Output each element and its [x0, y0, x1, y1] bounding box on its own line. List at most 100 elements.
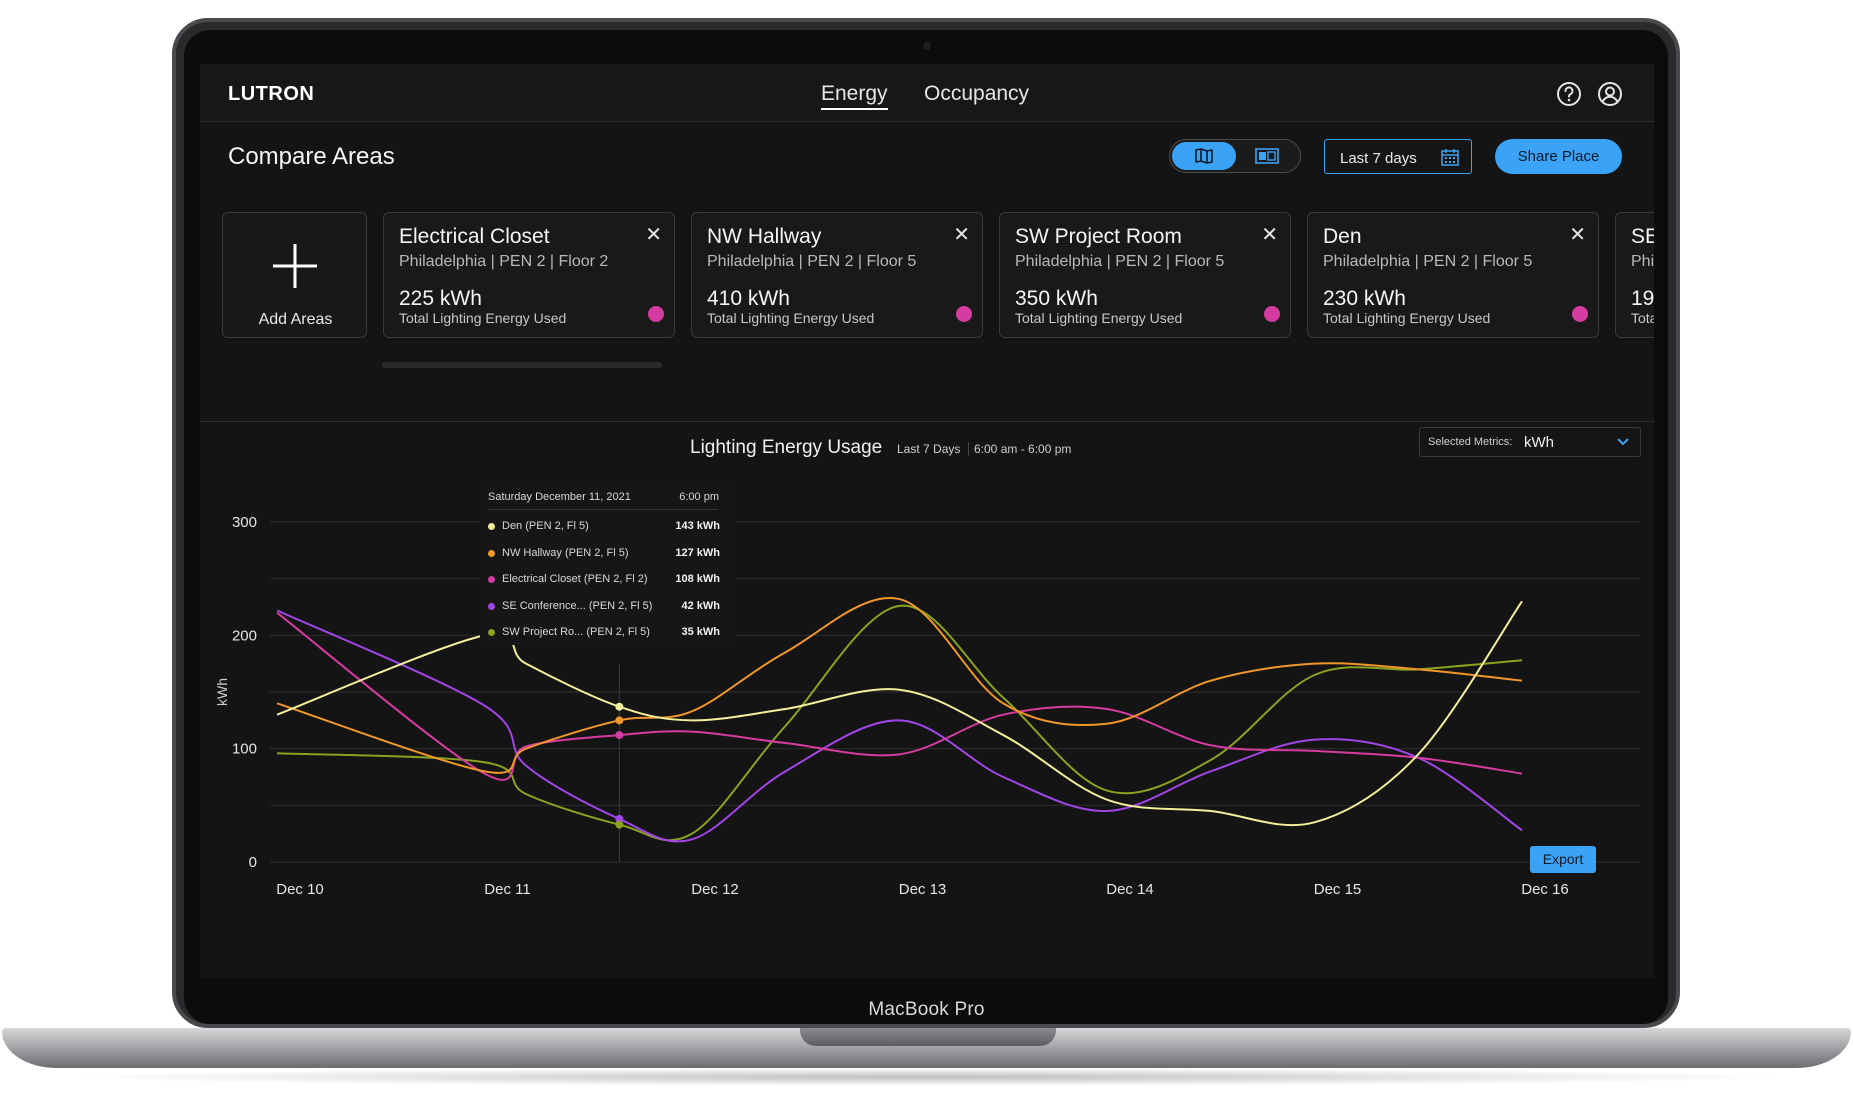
close-icon[interactable]: ✕ — [953, 224, 970, 246]
card-energy-caption: Total Lighting Energy Used — [399, 310, 567, 326]
brand-logo: LUTRON — [228, 83, 315, 105]
tooltip-row: NW Hallway (PEN 2, Fl 5) 127 kWh — [488, 547, 720, 561]
add-areas-card[interactable]: Add Areas — [222, 212, 367, 338]
plus-icon — [273, 244, 317, 288]
series-line — [276, 604, 1523, 842]
card-location: Philadelphia | PEN 2 | Floor 5 — [1323, 253, 1533, 270]
date-range-label: Last 7 days — [1340, 150, 1417, 167]
y-tick-label: 300 — [232, 514, 257, 531]
calendar-icon — [1441, 149, 1459, 166]
chart-title: Lighting Energy Usage — [690, 437, 883, 458]
x-tick-label: Dec 11 — [484, 881, 530, 898]
card-energy-value: 230 kWh — [1323, 287, 1406, 310]
x-tick-label: Dec 13 — [899, 881, 947, 898]
y-tick-label: 0 — [249, 854, 257, 871]
compare-view-button[interactable] — [1236, 142, 1298, 170]
add-areas-label: Add Areas — [258, 311, 333, 328]
tooltip-series-name: SW Project Ro... (PEN 2, Fl 5) — [502, 626, 650, 638]
map-view-button[interactable] — [1172, 142, 1236, 170]
card-location: Philadelphia | PEN 2 | Floor 2 — [399, 253, 609, 270]
series-swatch — [488, 576, 495, 583]
series-swatch — [488, 523, 495, 530]
card-energy-caption: Total Lighting Energy Used — [1015, 310, 1183, 326]
help-icon[interactable] — [1556, 81, 1582, 107]
series-swatch — [488, 602, 495, 610]
area-card[interactable]: SW Project Room Philadelphia | PEN 2 | Fl… — [999, 212, 1291, 338]
tooltip-date: Saturday December 11, 2021 — [488, 491, 631, 503]
tab-occupancy[interactable]: Occupancy — [924, 82, 1030, 105]
metric-select-value: kWh — [1524, 434, 1554, 451]
y-tick-label: 200 — [232, 627, 257, 644]
data-point — [615, 702, 624, 711]
app-screen: LUTRON Energy Occupancy Compare Areas — [200, 64, 1654, 978]
export-button[interactable]: Export — [1530, 846, 1596, 873]
tooltip-series-name: NW Hallway (PEN 2, Fl 5) — [502, 546, 629, 559]
card-title: SE — [1631, 225, 1654, 248]
close-icon[interactable]: ✕ — [1569, 224, 1586, 246]
tooltip-row: SE Conference... (PEN 2, Fl 5) 42 kWh — [488, 600, 720, 614]
close-icon[interactable]: ✕ — [645, 224, 662, 246]
card-energy-value: 225 kWh — [399, 287, 482, 310]
view-toggle — [1169, 139, 1301, 173]
area-color-dot — [956, 306, 972, 322]
top-bar: LUTRON Energy Occupancy — [200, 64, 1654, 122]
x-tick-label: Dec 16 — [1521, 881, 1569, 898]
card-energy-value: 410 kWh — [707, 287, 790, 310]
card-title: SW Project Room — [1015, 225, 1182, 248]
camera — [923, 42, 931, 50]
cards-scrollbar[interactable] — [382, 362, 662, 368]
x-tick-label: Dec 14 — [1106, 881, 1154, 898]
area-card[interactable]: SE Phi 19 Tota — [1615, 212, 1654, 338]
tooltip-row: Den (PEN 2, Fl 5) 143 kWh — [488, 520, 720, 534]
x-tick-label: Dec 10 — [276, 881, 324, 898]
card-energy-caption: Total Lighting Energy Used — [707, 310, 875, 326]
area-card[interactable]: NW Hallway Philadelphia | PEN 2 | Floor 5… — [691, 212, 983, 338]
card-energy-caption: Tota — [1631, 310, 1654, 326]
tooltip-series-value: 42 kWh — [681, 599, 720, 612]
account-icon[interactable] — [1597, 81, 1623, 107]
energy-line-chart: 0 100 200 300 kWh Dec 10 Dec 11 Dec 12 Dec 13 Dec… — [214, 514, 1640, 898]
series-line — [276, 611, 1523, 781]
device-model-label: MacBook Pro — [868, 999, 985, 1020]
metric-select-label: Selected Metrics: — [1428, 436, 1513, 448]
area-card[interactable]: Electrical Closet Philadelphia | PEN 2 | … — [383, 212, 675, 338]
tooltip-row: Electrical Closet (PEN 2, Fl 2) 108 kWh — [488, 573, 720, 587]
section-divider — [200, 421, 1654, 422]
metric-select[interactable]: Selected Metrics: kWh — [1419, 427, 1641, 457]
close-icon[interactable]: ✕ — [1261, 224, 1278, 246]
card-energy-value: 350 kWh — [1015, 287, 1098, 310]
x-tick-label: Dec 12 — [691, 881, 739, 898]
tooltip-series-name: Electrical Closet (PEN 2, Fl 2) — [502, 573, 648, 585]
area-color-dot — [1572, 306, 1588, 322]
chart-tooltip: Saturday December 11, 2021 6:00 pm Den (… — [480, 483, 735, 645]
card-energy-value: 19 — [1631, 287, 1654, 310]
map-icon — [1195, 148, 1213, 164]
series-line — [276, 596, 1523, 774]
y-tick-label: 100 — [232, 741, 257, 758]
card-title: Electrical Closet — [399, 225, 550, 248]
x-tick-label: Dec 15 — [1314, 881, 1362, 898]
laptop-shadow — [60, 1068, 1793, 1086]
series-line — [276, 600, 1523, 827]
area-card[interactable]: Den Philadelphia | PEN 2 | Floor 5 ✕ 230 kW… — [1307, 212, 1599, 338]
tooltip-series-value: 143 kWh — [675, 520, 720, 532]
tooltip-series-name: SE Conference... (PEN 2, Fl 5) — [502, 599, 653, 612]
compare-ab-icon — [1255, 148, 1279, 164]
chevron-down-icon — [1617, 438, 1629, 446]
card-location: Phi — [1631, 253, 1654, 270]
y-axis-label: kWh — [214, 678, 230, 706]
share-place-button[interactable]: Share Place — [1495, 139, 1622, 174]
tooltip-series-value: 127 kWh — [675, 546, 720, 559]
date-range-picker[interactable]: Last 7 days — [1324, 139, 1472, 174]
card-location: Philadelphia | PEN 2 | Floor 5 — [1015, 253, 1225, 270]
card-energy-caption: Total Lighting Energy Used — [1323, 310, 1491, 326]
card-location: Philadelphia | PEN 2 | Floor 5 — [707, 253, 917, 270]
area-color-dot — [1264, 306, 1280, 322]
tab-energy[interactable]: Energy — [821, 82, 888, 110]
series-swatch — [488, 629, 495, 636]
card-title: NW Hallway — [707, 225, 822, 248]
tooltip-series-value: 35 kWh — [681, 626, 720, 638]
card-title: Den — [1323, 225, 1362, 248]
tooltip-series-name: Den (PEN 2, Fl 5) — [502, 520, 589, 532]
tooltip-time: 6:00 pm — [679, 491, 719, 503]
